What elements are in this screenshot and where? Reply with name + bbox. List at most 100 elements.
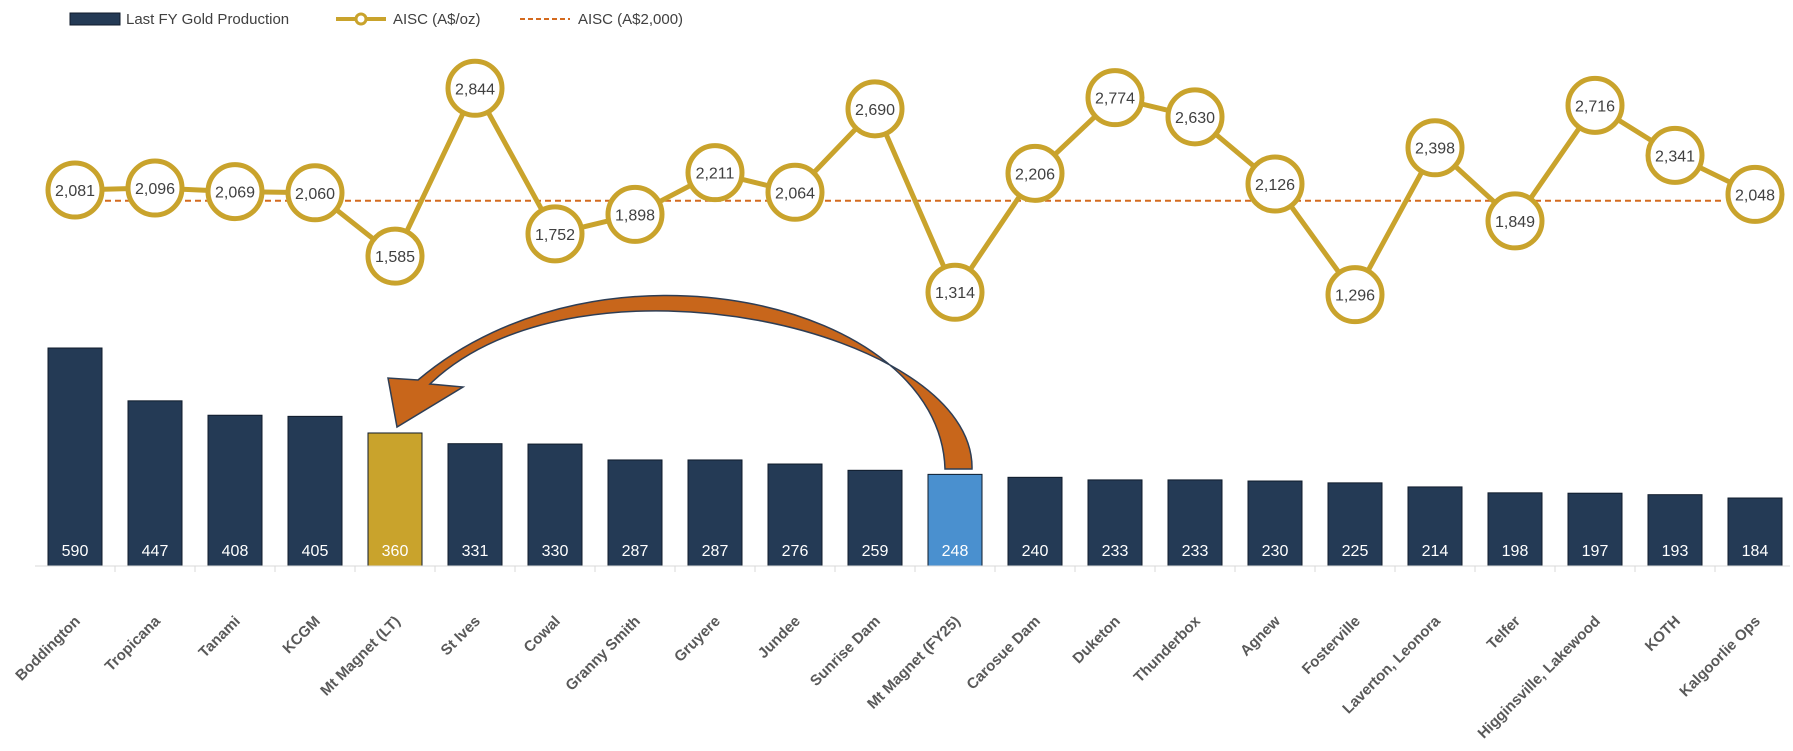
aisc-value-label: 1,898 — [615, 207, 655, 224]
bar-value-label: 360 — [382, 543, 409, 560]
bar-value-label: 233 — [1102, 543, 1129, 560]
bar-value-label: 233 — [1182, 543, 1209, 560]
aisc-marker — [1645, 125, 1705, 185]
aisc-value-label: 1,296 — [1335, 288, 1375, 305]
bar-value-label: 330 — [542, 543, 569, 560]
category-label: Jundee — [755, 613, 804, 662]
bar — [1007, 476, 1063, 567]
aisc-marker — [285, 163, 345, 223]
bar — [1167, 479, 1223, 567]
legend-line-marker — [354, 12, 368, 26]
bar-value-label: 198 — [1502, 543, 1529, 560]
bar-value-label: 214 — [1422, 543, 1449, 560]
aisc-value-label: 2,048 — [1735, 187, 1775, 204]
bar-value-label: 405 — [302, 543, 329, 560]
aisc-value-label: 2,844 — [455, 81, 495, 98]
aisc-value-label: 2,060 — [295, 186, 335, 203]
aisc-marker — [445, 58, 505, 118]
bar-value-label: 590 — [62, 543, 89, 560]
bar — [447, 443, 503, 567]
aisc-marker — [1565, 75, 1625, 135]
category-label: Thunderbox — [1131, 612, 1205, 686]
annotation-arrow — [387, 294, 973, 470]
aisc-value-label: 1,849 — [1495, 214, 1535, 231]
aisc-marker — [1245, 154, 1305, 214]
bar-value-label: 447 — [142, 543, 169, 560]
aisc-marker — [1405, 118, 1465, 178]
category-label: Tropicana — [102, 612, 165, 675]
category-label: Tanami — [195, 613, 243, 661]
aisc-value-label: 2,716 — [1575, 98, 1615, 115]
aisc-value-label: 2,690 — [855, 102, 895, 119]
x-axis-ticks — [114, 566, 1716, 572]
aisc-marker — [125, 158, 185, 218]
legend-bar-label: Last FY Gold Production — [126, 11, 289, 28]
bar — [207, 414, 263, 567]
bar-series: 590 447 408 405 360 331 330 287 287 276 259 248 240 2… — [47, 347, 1783, 567]
bar-value-label: 276 — [782, 543, 809, 560]
category-label: Cowal — [521, 613, 564, 656]
aisc-value-label: 2,398 — [1415, 141, 1455, 158]
category-label: Mt Magnet (LT) — [317, 613, 404, 700]
aisc-marker — [1005, 143, 1065, 203]
aisc-value-label: 2,081 — [55, 183, 95, 200]
legend-ref-label: AISC (A$2,000) — [578, 11, 683, 28]
category-label: Telfer — [1484, 613, 1524, 653]
aisc-value-label: 1,752 — [535, 227, 575, 244]
bar — [127, 400, 183, 567]
bar-value-label: 331 — [462, 543, 489, 560]
bar — [1407, 486, 1463, 567]
aisc-value-label: 2,064 — [775, 185, 815, 202]
bar — [687, 459, 743, 567]
category-label: KOTH — [1642, 613, 1684, 655]
aisc-marker — [685, 143, 745, 203]
aisc-value-label: 2,211 — [696, 166, 735, 183]
aisc-value-label: 2,096 — [135, 181, 175, 198]
bar-value-label: 259 — [862, 543, 889, 560]
aisc-marker — [845, 79, 905, 139]
bar-value-label: 287 — [622, 543, 649, 560]
bar — [527, 443, 583, 567]
aisc-value-label: 1,585 — [375, 249, 415, 266]
aisc-marker — [525, 204, 585, 264]
category-label: Granny Smith — [562, 613, 644, 695]
category-label: Boddington — [12, 613, 84, 685]
aisc-marker — [1325, 265, 1385, 325]
legend: Last FY Gold Production AISC (A$/oz) AIS… — [69, 11, 683, 28]
category-label: Carosue Dam — [963, 613, 1043, 693]
aisc-markers: 2,081 2,096 2,069 2,060 1,585 2,844 1,752 1,898… — [45, 58, 1785, 325]
bar — [607, 459, 663, 567]
aisc-value-label: 2,341 — [1655, 148, 1695, 165]
category-label: Fosterville — [1299, 613, 1364, 678]
aisc-marker — [45, 160, 105, 220]
aisc-marker — [605, 184, 665, 244]
bar-value-label: 240 — [1022, 543, 1049, 560]
category-label: Sunrise Dam — [807, 613, 884, 690]
legend-bar-swatch — [69, 12, 121, 26]
category-label: St Ives — [438, 613, 484, 659]
bar-value-label: 248 — [942, 543, 969, 560]
aisc-value-label: 2,069 — [215, 185, 255, 202]
aisc-value-label: 2,630 — [1175, 110, 1215, 127]
aisc-marker — [205, 162, 265, 222]
aisc-marker — [1085, 68, 1145, 128]
aisc-value-label: 2,774 — [1095, 91, 1135, 108]
bar-value-label: 197 — [1582, 543, 1609, 560]
bar-value-label: 230 — [1262, 543, 1289, 560]
bar — [287, 415, 343, 567]
bar — [1727, 497, 1783, 567]
aisc-line — [74, 85, 1757, 298]
aisc-marker — [765, 162, 825, 222]
bar — [1567, 492, 1623, 567]
bar — [47, 347, 103, 567]
category-label: Agnew — [1237, 613, 1284, 660]
bar-value-label: 225 — [1342, 543, 1369, 560]
bar — [1487, 492, 1543, 567]
legend-line-label: AISC (A$/oz) — [393, 11, 481, 28]
category-label: Duketon — [1069, 613, 1123, 667]
bar-value-label: 193 — [1662, 543, 1689, 560]
aisc-value-label: 2,206 — [1015, 166, 1055, 183]
aisc-marker — [365, 226, 425, 286]
